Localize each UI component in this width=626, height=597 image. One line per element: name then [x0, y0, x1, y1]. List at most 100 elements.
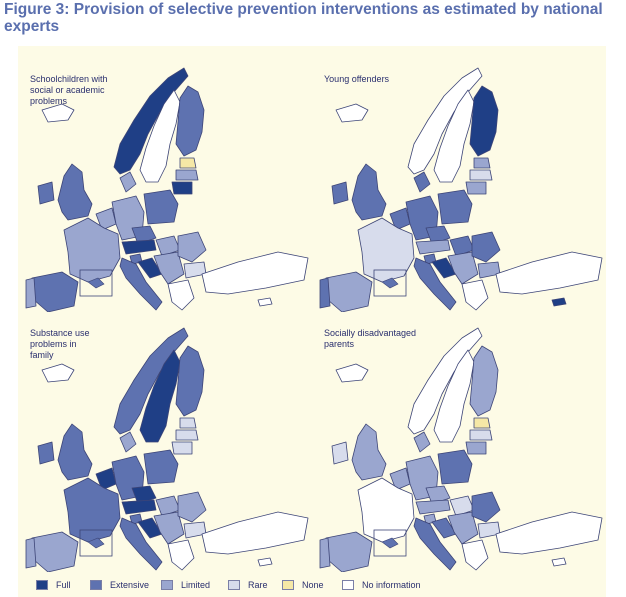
legend-item-no-information: No information — [342, 578, 421, 592]
country-poland — [143, 449, 179, 485]
legend-item-extensive: Extensive — [90, 578, 149, 592]
country-czech — [425, 485, 451, 505]
legend-swatch-no-information — [342, 580, 354, 590]
country-finland — [469, 345, 499, 417]
malta-inset-box — [79, 529, 113, 557]
country-turkey — [495, 511, 603, 555]
country-portugal — [25, 537, 37, 569]
country-baltic-n — [473, 157, 491, 169]
legend-swatch-extensive — [90, 580, 102, 590]
europe-map-substance-use — [25, 327, 309, 572]
map-title-schoolchildren: Schoolchildren with social or academic p… — [30, 74, 108, 106]
country-poland — [437, 449, 473, 485]
country-iceland — [41, 103, 75, 123]
legend-label-none: None — [302, 580, 324, 590]
country-baltic-n — [473, 417, 491, 429]
country-ireland — [37, 441, 55, 465]
legend-item-limited: Limited — [161, 578, 210, 592]
country-baltic-s — [465, 181, 487, 195]
country-uk — [57, 423, 93, 481]
country-greece — [461, 539, 489, 571]
legend-item-rare: Rare — [228, 578, 268, 592]
country-austria — [121, 239, 157, 255]
legend-swatch-full — [36, 580, 48, 590]
country-austria — [415, 239, 451, 255]
country-cyprus — [257, 297, 273, 307]
country-austria — [415, 499, 451, 515]
map-substance-use: Substance use problems in family — [22, 312, 312, 572]
country-finland — [175, 345, 205, 417]
country-baltic-s — [171, 441, 193, 455]
country-iceland — [41, 363, 75, 383]
map-title-socially-disadvantaged: Socially disadvantaged parents — [324, 328, 417, 349]
country-ireland — [331, 181, 349, 205]
country-baltic-m — [175, 429, 199, 441]
legend-label-limited: Limited — [181, 580, 211, 590]
map-schoolchildren: Schoolchildren with social or academic p… — [22, 52, 312, 312]
country-italy — [413, 517, 457, 571]
country-spain — [325, 531, 373, 572]
country-denmark — [119, 171, 137, 193]
country-baltic-s — [465, 441, 487, 455]
country-cyprus — [551, 557, 567, 567]
country-malta — [87, 277, 105, 289]
country-greece — [167, 279, 195, 311]
country-baltic-s — [171, 181, 193, 195]
country-turkey — [495, 251, 603, 295]
country-france — [63, 477, 121, 543]
country-baltic-m — [469, 169, 493, 181]
malta-inset-box — [373, 269, 407, 297]
country-uk — [351, 423, 387, 481]
country-norway — [113, 327, 189, 435]
country-italy — [119, 257, 163, 311]
country-ireland — [331, 441, 349, 465]
country-finland — [469, 85, 499, 157]
europe-map-schoolchildren — [25, 67, 309, 312]
country-portugal — [25, 277, 37, 309]
legend-item-none: None — [282, 578, 324, 592]
country-cyprus — [257, 557, 273, 567]
legend-swatch-rare — [228, 580, 240, 590]
country-sweden — [139, 349, 181, 443]
country-italy — [413, 257, 457, 311]
country-portugal — [319, 277, 331, 309]
country-baltic-m — [469, 429, 493, 441]
legend-label-no-information: No information — [362, 580, 421, 590]
country-iceland — [335, 103, 369, 123]
country-portugal — [319, 537, 331, 569]
country-denmark — [413, 171, 431, 193]
malta-inset-box — [79, 269, 113, 297]
country-malta — [381, 277, 399, 289]
country-romania — [471, 231, 501, 263]
map-young-offenders: Young offenders — [316, 52, 606, 312]
map-socially-disadvantaged: Socially disadvantaged parents — [316, 312, 606, 572]
country-balkans — [447, 511, 479, 545]
country-denmark — [413, 431, 431, 453]
country-balkans — [153, 511, 185, 545]
country-denmark — [119, 431, 137, 453]
country-norway — [407, 327, 483, 435]
legend-swatch-limited — [161, 580, 173, 590]
legend-label-rare: Rare — [248, 580, 268, 590]
country-spain — [31, 271, 79, 312]
country-france — [357, 217, 415, 283]
map-title-young-offenders: Young offenders — [324, 74, 390, 84]
figure-title: Figure 3: Provision of selective prevent… — [4, 1, 603, 35]
country-spain — [31, 531, 79, 572]
country-greece — [167, 539, 195, 571]
country-czech — [131, 225, 157, 245]
europe-map-young-offenders — [319, 67, 603, 312]
country-czech — [131, 485, 157, 505]
malta-inset-box — [373, 529, 407, 557]
country-romania — [177, 231, 207, 263]
country-turkey — [201, 511, 309, 555]
country-sweden — [433, 349, 475, 443]
country-spain — [325, 271, 373, 312]
country-balkans — [447, 251, 479, 285]
country-ireland — [37, 181, 55, 205]
country-france — [63, 217, 121, 283]
country-finland — [175, 85, 205, 157]
legend-swatch-none — [282, 580, 294, 590]
country-cyprus — [551, 297, 567, 307]
country-poland — [143, 189, 179, 225]
